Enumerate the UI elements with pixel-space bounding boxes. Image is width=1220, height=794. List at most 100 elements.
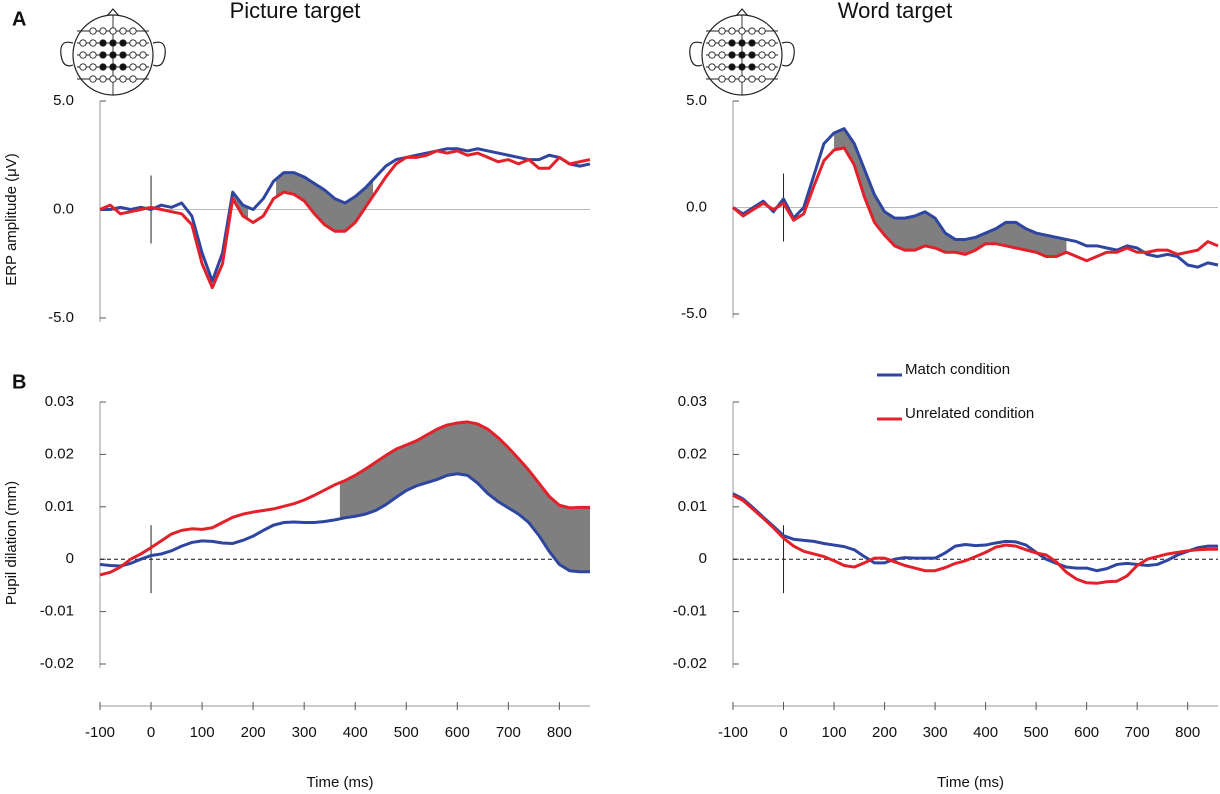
nose: [735, 8, 749, 17]
y-tick-label: 0: [66, 550, 74, 567]
chart-title: Picture target: [230, 0, 361, 23]
y-tick-label: 0.0: [53, 200, 74, 217]
significance-shade: [276, 172, 374, 232]
x-tick-label: 400: [343, 724, 368, 741]
electrode: [119, 75, 127, 83]
electrode: [708, 63, 716, 71]
electrode: [109, 27, 117, 35]
y-tick-label: 0.03: [45, 393, 74, 410]
electrode: [99, 27, 107, 35]
x-tick-label: 0: [147, 724, 155, 741]
electrode: [129, 63, 137, 71]
y-axis-label: ERP amplitude (μV): [3, 153, 20, 286]
significance-shade: [339, 421, 590, 572]
electrode: [129, 51, 137, 59]
y-tick-label: 0.0: [686, 198, 707, 215]
electrode: [119, 27, 127, 35]
electrode: [99, 75, 107, 83]
x-tick-label: 200: [872, 724, 897, 741]
electrode: [768, 39, 776, 47]
electrode: [748, 63, 756, 71]
electrode: [738, 75, 746, 83]
electrode: [89, 39, 97, 47]
series-line: [99, 149, 591, 290]
electrode: [89, 27, 97, 35]
electrode: [99, 39, 107, 47]
y-tick-label: 0.02: [678, 445, 707, 462]
x-tick-label: -100: [718, 724, 748, 741]
y-tick-label: -0.02: [673, 655, 707, 672]
electrode-maps: [60, 8, 795, 96]
electrode: [79, 63, 87, 71]
electrode: [718, 27, 726, 35]
electrode: [139, 63, 147, 71]
chart-title: Word target: [838, 0, 953, 23]
y-tick-label: -0.01: [40, 603, 74, 620]
electrode: [728, 39, 736, 47]
electrode: [758, 75, 766, 83]
ear: [781, 41, 795, 67]
y-tick-label: 5.0: [53, 92, 74, 109]
x-tick-label: 600: [1074, 724, 1099, 741]
x-tick-label: -100: [85, 724, 115, 741]
electrode: [99, 51, 107, 59]
y-tick-label: -0.01: [673, 603, 707, 620]
series-line: [732, 493, 1218, 585]
ear: [152, 41, 166, 67]
series-line: [100, 147, 591, 283]
series-line: [99, 472, 590, 574]
panel-label: A: [12, 8, 26, 30]
electrode: [758, 51, 766, 59]
x-axis-label: Time (ms): [937, 774, 1004, 791]
electrode: [129, 27, 137, 35]
series-line: [732, 146, 1219, 263]
nose: [106, 8, 120, 17]
x-tick-label: 400: [973, 724, 998, 741]
electrode: [129, 75, 137, 83]
electrode: [758, 27, 766, 35]
electrode: [99, 63, 107, 71]
legend-label: Unrelated condition: [905, 405, 1034, 422]
electrode: [79, 51, 87, 59]
x-tick-label: 100: [190, 724, 215, 741]
electrode: [728, 63, 736, 71]
electrode: [718, 63, 726, 71]
electrode: [109, 63, 117, 71]
electrode: [79, 39, 87, 47]
y-axis-label: Pupil dilation (mm): [3, 481, 20, 605]
electrode: [728, 27, 736, 35]
ear: [689, 41, 703, 67]
y-tick-label: 0.01: [45, 498, 74, 515]
electrode: [728, 51, 736, 59]
x-tick-label: 800: [1175, 724, 1200, 741]
y-tick-label: 0.03: [678, 393, 707, 410]
electrode: [89, 75, 97, 83]
electrode: [718, 39, 726, 47]
series-line: [732, 127, 1219, 269]
electrode: [728, 75, 736, 83]
x-tick-label: 300: [923, 724, 948, 741]
electrode: [748, 51, 756, 59]
x-tick-label: 100: [822, 724, 847, 741]
electrode: [718, 75, 726, 83]
electrode: [738, 63, 746, 71]
y-tick-label: 0.02: [45, 445, 74, 462]
electrode: [738, 27, 746, 35]
electrode: [738, 39, 746, 47]
electrode: [119, 39, 127, 47]
electrode: [718, 51, 726, 59]
electrode: [109, 39, 117, 47]
y-tick-label: 0: [699, 550, 707, 567]
series-line: [99, 420, 590, 577]
electrode: [109, 51, 117, 59]
x-tick-label: 700: [1125, 724, 1150, 741]
x-tick-label: 500: [1024, 724, 1049, 741]
x-tick-label: 700: [496, 724, 521, 741]
significance-shade: [834, 128, 1067, 257]
y-tick-label: 0.01: [678, 498, 707, 515]
electrode: [139, 51, 147, 59]
x-tick-label: 800: [547, 724, 572, 741]
electrode: [758, 39, 766, 47]
electrode: [119, 51, 127, 59]
electrode: [89, 63, 97, 71]
